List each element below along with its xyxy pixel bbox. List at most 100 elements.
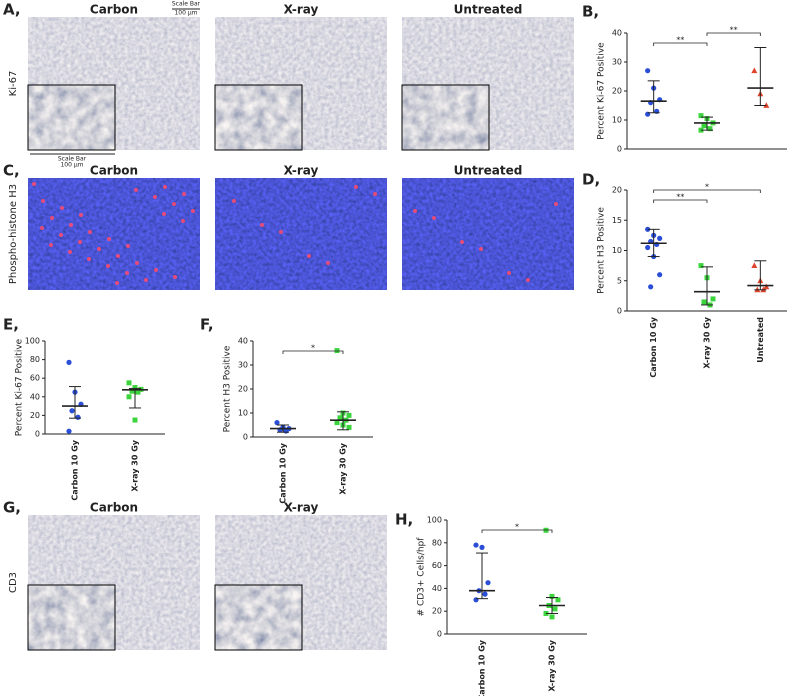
micrograph [402,178,574,290]
y-tick-label: 100 [25,337,40,346]
data-point [132,385,138,390]
stained-nucleus [144,278,148,282]
y-tick-label: 15 [612,216,622,225]
y-axis-label: Percent Ki-67 Positive [15,338,25,436]
column-title: Untreated [454,3,523,17]
y-tick-label: 80 [432,538,442,547]
column-title: Carbon [90,3,138,17]
x-tick-label: Untreated [756,317,765,363]
y-tick-label: 0 [617,307,622,316]
y-tick-label: 20 [238,385,248,394]
x-tick-label: Carbon 10 Gy [649,316,658,377]
data-point [751,67,758,74]
stained-nucleus [107,237,111,241]
stained-nucleus [68,250,72,254]
stained-nucleus [97,247,101,251]
panel-label: G, [3,499,21,517]
y-tick-label: 100 [427,516,442,525]
stained-nucleus [50,216,54,220]
inset-border [214,84,303,151]
significance-label: ** [730,26,738,35]
data-point [346,412,352,418]
panel-label: H, [395,511,413,529]
data-point [549,614,555,620]
panel-label: A, [3,1,21,19]
inset-border [401,84,490,151]
y-tick-label: 5 [617,276,622,285]
y-tick-label: 20 [612,87,622,96]
column-title: X-ray [284,501,319,515]
stained-nucleus [526,278,530,282]
data-point [75,414,81,420]
stained-nucleus [191,209,195,213]
column-title: Carbon [90,164,138,178]
data-point [701,299,707,305]
y-axis-label: Percent Ki-67 Positive [597,42,607,140]
significance-label: * [311,344,315,353]
inset [215,585,302,650]
column-title: X-ray [284,164,319,178]
stained-nucleus [154,268,158,272]
row-label: CD3 [8,572,19,593]
stained-nucleus [32,182,36,186]
stained-nucleus [507,271,511,275]
y-tick-label: 20 [432,607,442,616]
y-tick-label: 20 [612,186,622,195]
stained-nucleus [153,195,157,199]
significance-label: * [515,523,519,532]
scale-bar-title: Scale Bar [58,156,87,163]
stained-nucleus [173,275,177,279]
x-tick-label: X-ray 30 Gy [131,439,140,491]
x-tick-label: Carbon 10 Gy [71,439,80,500]
data-point [473,542,479,548]
significance-bracket [653,42,708,46]
stained-nucleus [260,223,264,227]
stained-nucleus [354,185,358,189]
stained-nucleus [125,271,129,275]
data-point [555,597,561,603]
stained-nucleus [60,206,64,210]
scale-bar-length: 100 µm [174,10,197,17]
data-point [129,388,135,394]
data-point [549,593,555,599]
data-point [751,262,758,269]
y-tick-label: 0 [437,630,442,639]
stained-nucleus [307,254,311,258]
data-point [552,606,558,612]
inset [28,585,115,650]
data-point [346,424,352,430]
stained-nucleus [182,192,186,196]
stained-nucleus [126,244,130,248]
stained-nucleus [279,230,283,234]
y-tick-label: 0 [617,145,622,154]
y-tick-label: 0 [35,430,40,439]
y-tick-label: 80 [30,355,40,364]
y-tick-label: 40 [612,29,622,38]
stained-nucleus [79,213,83,217]
data-point [645,244,651,251]
data-point [710,296,716,302]
stained-nucleus [162,212,166,216]
x-tick-label: X-ray 30 Gy [703,316,712,368]
data-point [337,415,343,421]
stained-nucleus [88,230,92,234]
data-point [66,359,72,365]
stained-nucleus [413,209,417,213]
inset [28,85,115,150]
data-point [657,235,663,241]
x-tick-label: X-ray 30 Gy [339,442,348,494]
stained-nucleus [69,223,73,227]
stained-nucleus [181,219,185,223]
data-point [698,263,704,269]
y-tick-label: 30 [612,58,622,67]
inset [402,85,489,150]
data-point [473,597,479,603]
inset-border [27,84,116,151]
column-title: X-ray [284,3,319,17]
data-point [485,580,491,586]
stained-nucleus [78,240,82,244]
stained-nucleus [106,264,110,268]
data-point [763,283,770,290]
y-axis-label: # CD3+ Cells/hpf [417,537,427,617]
